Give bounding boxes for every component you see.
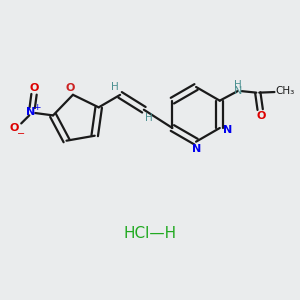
Text: O: O <box>30 83 39 93</box>
Text: +: + <box>33 103 40 112</box>
Text: H: H <box>111 82 118 92</box>
Text: O: O <box>66 83 75 93</box>
Text: N: N <box>26 107 35 117</box>
Text: HCl—H: HCl—H <box>123 226 177 241</box>
Text: N: N <box>192 144 202 154</box>
Text: H: H <box>146 113 153 123</box>
Text: CH₃: CH₃ <box>276 86 295 96</box>
Text: H: H <box>234 80 242 90</box>
Text: O: O <box>256 111 266 122</box>
Text: N: N <box>234 86 242 96</box>
Text: N: N <box>223 125 232 135</box>
Text: −: − <box>16 129 25 139</box>
Text: O: O <box>9 123 19 133</box>
